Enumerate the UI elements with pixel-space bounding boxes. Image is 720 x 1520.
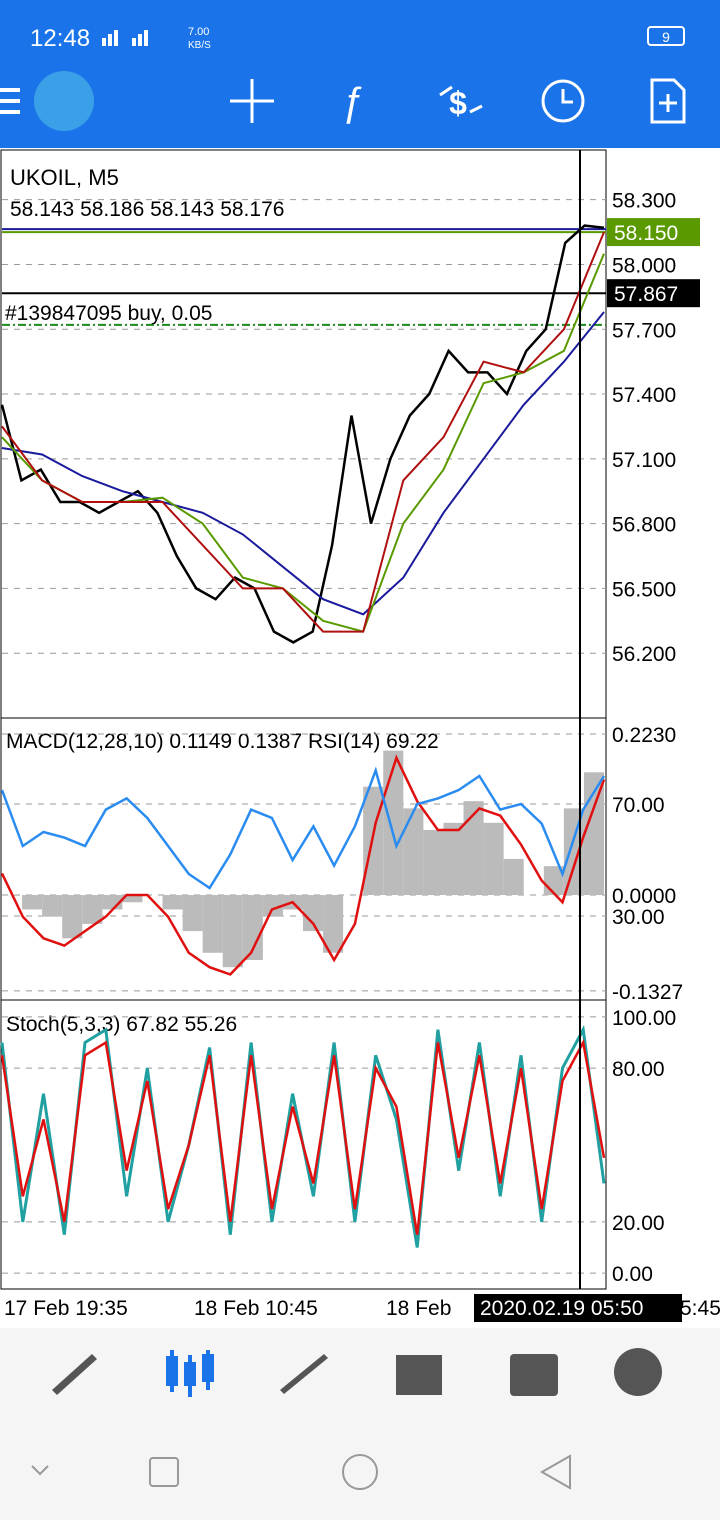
- system-buttons: [31, 1454, 571, 1490]
- x-tick-label: 5:45: [680, 1297, 720, 1320]
- y-tick-label: 20.00: [612, 1212, 665, 1235]
- macd-bar: [122, 895, 143, 903]
- top-bar: [0, 0, 720, 148]
- macd-bar: [583, 772, 604, 896]
- y-tick-label: 58.000: [612, 254, 676, 277]
- close: [0, 224, 605, 644]
- crosshair-time: 2020.02.19 05:50: [480, 1297, 644, 1320]
- y-tick-label: -0.1327: [612, 981, 683, 1004]
- y-tick-label: 30.00: [612, 906, 665, 929]
- macd-bar: [323, 895, 344, 953]
- net-speed: 7.00: [188, 26, 209, 38]
- trade-tab[interactable]: [280, 1354, 328, 1394]
- y-tick-label: 0.2230: [612, 724, 676, 747]
- battery-level: 9: [662, 29, 670, 45]
- y-tick-label: 0.00: [612, 1263, 653, 1286]
- y-tick-label: 57.700: [612, 319, 676, 342]
- macd-bar: [62, 895, 83, 939]
- macd-bar: [403, 808, 424, 896]
- macd-bar: [42, 895, 63, 917]
- macd-signal: [0, 754, 606, 976]
- stoch-title: Stoch(5,3,3) 67.82 55.26: [6, 1013, 237, 1036]
- crosshair-box: [474, 1294, 682, 1322]
- signal-icons: [102, 30, 148, 46]
- trade-btn[interactable]: $: [449, 85, 467, 121]
- macd-bar: [303, 895, 324, 932]
- macd-bar: [222, 895, 243, 968]
- battery: [647, 26, 685, 46]
- macd-bar: [22, 895, 43, 910]
- macd-bar: [82, 895, 103, 924]
- back-btn[interactable]: [539, 1454, 571, 1490]
- indicators-btn[interactable]: ƒ: [341, 80, 363, 126]
- macd-bar: [202, 895, 223, 953]
- x-tick-label: 18 Feb: [386, 1297, 451, 1320]
- stoch-signal: [0, 1038, 606, 1235]
- macd-title: MACD(12,28,10) 0.1149 0.1387 RSI(14) 69.…: [6, 730, 439, 753]
- history-tab[interactable]: [396, 1355, 442, 1395]
- macd-bar: [463, 801, 484, 896]
- menu-icon[interactable]: [0, 88, 20, 114]
- x-tick-label: 18 Feb 10:45: [194, 1297, 318, 1320]
- news-tab[interactable]: [510, 1354, 558, 1396]
- toolbar-icons: [230, 78, 686, 124]
- x-tick-label: 17 Feb 19:35: [4, 1297, 128, 1320]
- macd-bar: [162, 895, 183, 910]
- rsi-line: [0, 766, 606, 890]
- y-tick-label: 57.100: [612, 449, 676, 472]
- y-tick-label: 0.0000: [612, 885, 676, 908]
- y-tick-label: 57.400: [612, 384, 676, 407]
- macd-bar: [563, 808, 584, 896]
- y-tick-label: 58.300: [612, 190, 676, 213]
- ma-fast: [1, 231, 605, 633]
- macd-bar: [423, 830, 444, 896]
- chart-tab[interactable]: [166, 1350, 214, 1397]
- macd-bar: [483, 822, 504, 896]
- y-tick-label: 100.00: [612, 1007, 676, 1030]
- order-label: #139847095 buy, 0.05: [5, 302, 212, 325]
- recent-btn[interactable]: [149, 1457, 179, 1487]
- order-box: [607, 279, 700, 308]
- app-logo[interactable]: [34, 71, 94, 131]
- macd-bar: [503, 858, 524, 896]
- macd-bar: [262, 895, 283, 917]
- chat-tab[interactable]: [614, 1348, 662, 1396]
- new-order-btn[interactable]: [650, 78, 686, 124]
- period-btn[interactable]: [541, 79, 585, 123]
- home-btn[interactable]: [342, 1454, 378, 1490]
- quotes-tab[interactable]: [52, 1354, 97, 1395]
- bid-box: [607, 218, 700, 247]
- order-price-label: 57.867: [614, 283, 678, 306]
- y-tick-label: 56.200: [612, 643, 676, 666]
- nav-icons: [52, 1348, 662, 1397]
- y-tick-label: 56.500: [612, 578, 676, 601]
- macd-bar: [383, 750, 404, 896]
- bid-label: 58.150: [614, 222, 678, 245]
- ma-slow: [1, 311, 605, 616]
- macd-bar: [182, 895, 203, 932]
- hide-btn[interactable]: [31, 1465, 49, 1476]
- chart-frame: [0, 149, 607, 1290]
- y-tick-label: 80.00: [612, 1058, 665, 1081]
- macd-bar: [242, 895, 263, 960]
- system-nav: [0, 1430, 720, 1520]
- ohlc: 58.143 58.186 58.143 58.176: [10, 198, 284, 221]
- macd-bar: [443, 822, 464, 896]
- bottom-nav: [0, 1328, 720, 1430]
- net-unit: KB/S: [188, 40, 211, 51]
- symbol: UKOIL, M5: [10, 165, 119, 190]
- clock: 12:48: [30, 25, 90, 52]
- y-tick-label: 70.00: [612, 794, 665, 817]
- y-tick-label: 56.800: [612, 514, 676, 537]
